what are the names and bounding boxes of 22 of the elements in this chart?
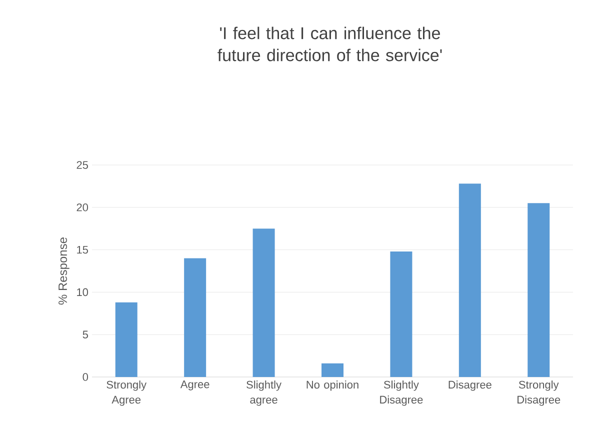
x-tick-label: No opinion — [306, 380, 358, 391]
x-tick-label: Slightly agree — [246, 380, 282, 406]
bar — [252, 228, 275, 377]
bar — [458, 184, 481, 377]
bar — [528, 203, 550, 377]
x-tick-label: Agree — [180, 380, 210, 390]
y-tick-label: 25 — [76, 161, 88, 169]
x-tick-label: Disagree — [448, 380, 492, 391]
bar — [115, 302, 138, 377]
y-tick-label: 15 — [77, 246, 88, 254]
x-tick-label: Strongly Agree — [106, 380, 147, 406]
chart-title: 'I feel that I can influence the future direction of the service' — [218, 26, 442, 62]
y-tick-label: 20 — [76, 204, 88, 212]
x-tick-label: Strongly Disagree — [518, 380, 560, 406]
y-tick-label: 10 — [77, 288, 88, 296]
y-tick-label: 5 — [82, 330, 88, 338]
bar — [322, 363, 344, 377]
x-tick-label: Slightly Disagree — [380, 380, 423, 406]
bar — [184, 258, 206, 377]
y-tick-label: 0 — [82, 373, 88, 381]
bar — [390, 251, 412, 377]
y-axis-title: % Response — [58, 238, 70, 305]
